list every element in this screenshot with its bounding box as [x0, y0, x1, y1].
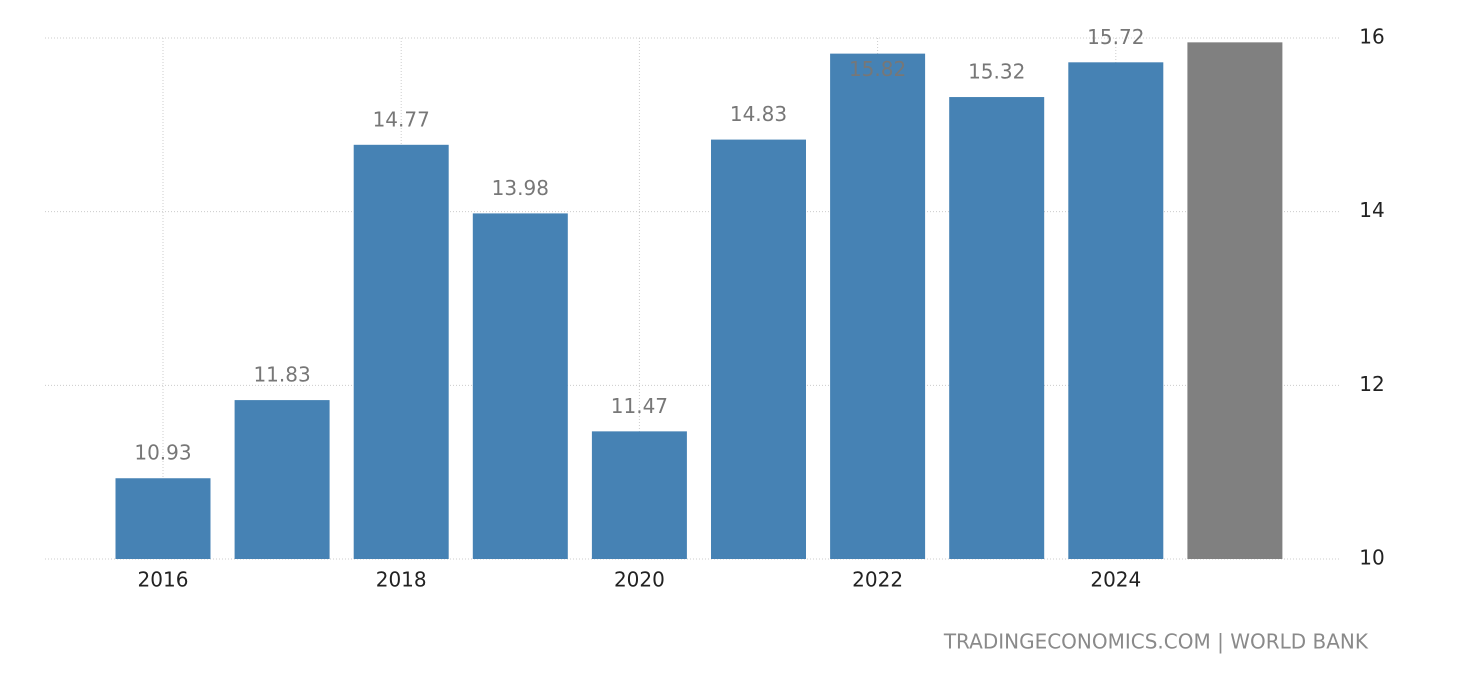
bar: [949, 97, 1045, 560]
bar: [711, 139, 806, 559]
bar: [353, 144, 449, 559]
bar: [591, 431, 687, 559]
value-label: 11.83: [253, 363, 310, 387]
value-label: 15.72: [1087, 25, 1144, 49]
value-label: 13.98: [492, 176, 549, 200]
x-tick-label: 2024: [1090, 568, 1141, 592]
x-tick-label: 2020: [614, 568, 665, 592]
x-tick-label: 2022: [852, 568, 903, 592]
value-label: 11.47: [611, 394, 668, 418]
value-label: 15.32: [968, 60, 1025, 84]
value-label: 14.77: [373, 107, 430, 131]
source: TRADINGECONOMICS.COM | WORLD BANK: [943, 630, 1369, 654]
value-label: 10.93: [134, 441, 191, 465]
bar: [1068, 62, 1164, 560]
y-tick-label: 16: [1359, 25, 1384, 49]
x-tick-label: 2016: [138, 568, 189, 592]
y-tick-label: 10: [1359, 546, 1384, 570]
value-label: 14.83: [730, 102, 787, 126]
x-tick-label: 2018: [376, 568, 427, 592]
value-label: 15.82: [849, 57, 906, 81]
y-tick-label: 12: [1359, 372, 1384, 396]
bar: [830, 53, 926, 559]
bar: [1187, 42, 1283, 559]
bar: [115, 478, 211, 559]
bar: [472, 213, 568, 560]
y-tick-label: 14: [1359, 198, 1384, 222]
bar: [234, 400, 330, 559]
